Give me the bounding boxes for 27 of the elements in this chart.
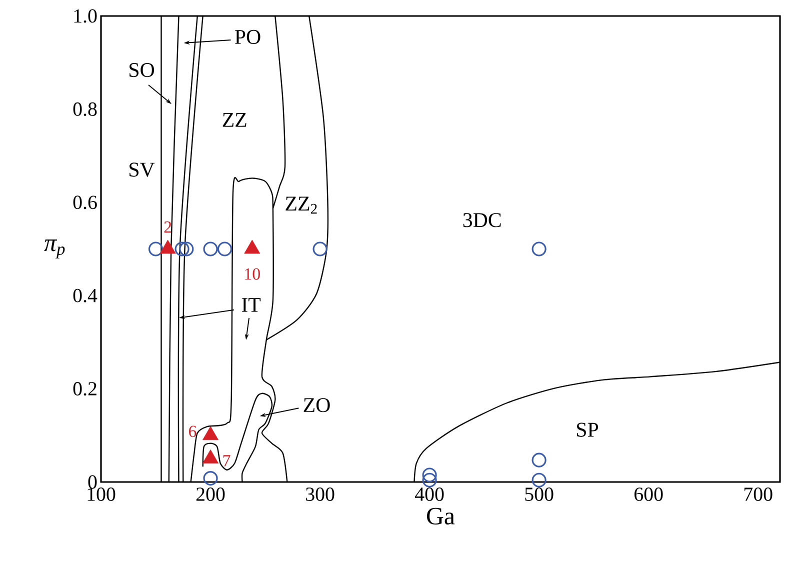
y-axis-title: π$_{p}$ <box>44 240 65 258</box>
y-tick-label: 1.0 <box>74 9 97 23</box>
annotation: ZO <box>304 398 330 412</box>
x-axis-title: Ga <box>426 508 455 525</box>
y-tick-label: 0 <box>88 475 97 489</box>
x-tick-label: 300 <box>306 488 334 501</box>
x-tick-label: 600 <box>634 488 663 501</box>
y-tick-label: 0.8 <box>73 102 97 116</box>
annotation: 7 <box>223 455 230 466</box>
annotation: PO <box>234 30 260 44</box>
y-tick-label: 0.6 <box>73 196 97 210</box>
annotation: ZZ <box>222 113 246 127</box>
x-tick-label: 500 <box>525 488 554 501</box>
x-tick-label: 200 <box>196 488 225 501</box>
annotation: 10 <box>245 268 260 280</box>
annotation: 3DC <box>463 213 501 228</box>
annotation: SO <box>130 63 154 78</box>
annotation: SP <box>577 422 598 437</box>
annotation: IT <box>242 298 261 312</box>
annotation: SV <box>130 162 155 177</box>
x-tick-label: 400 <box>414 488 444 501</box>
x-tick-label: 700 <box>744 488 772 501</box>
y-tick-label: 0.4 <box>73 288 98 302</box>
x-tick-label: 100 <box>88 488 116 501</box>
annotation: ZZ$_{2}$ <box>286 196 317 214</box>
y-tick-label: 0.2 <box>73 382 96 396</box>
annotation: 6 <box>189 426 196 438</box>
